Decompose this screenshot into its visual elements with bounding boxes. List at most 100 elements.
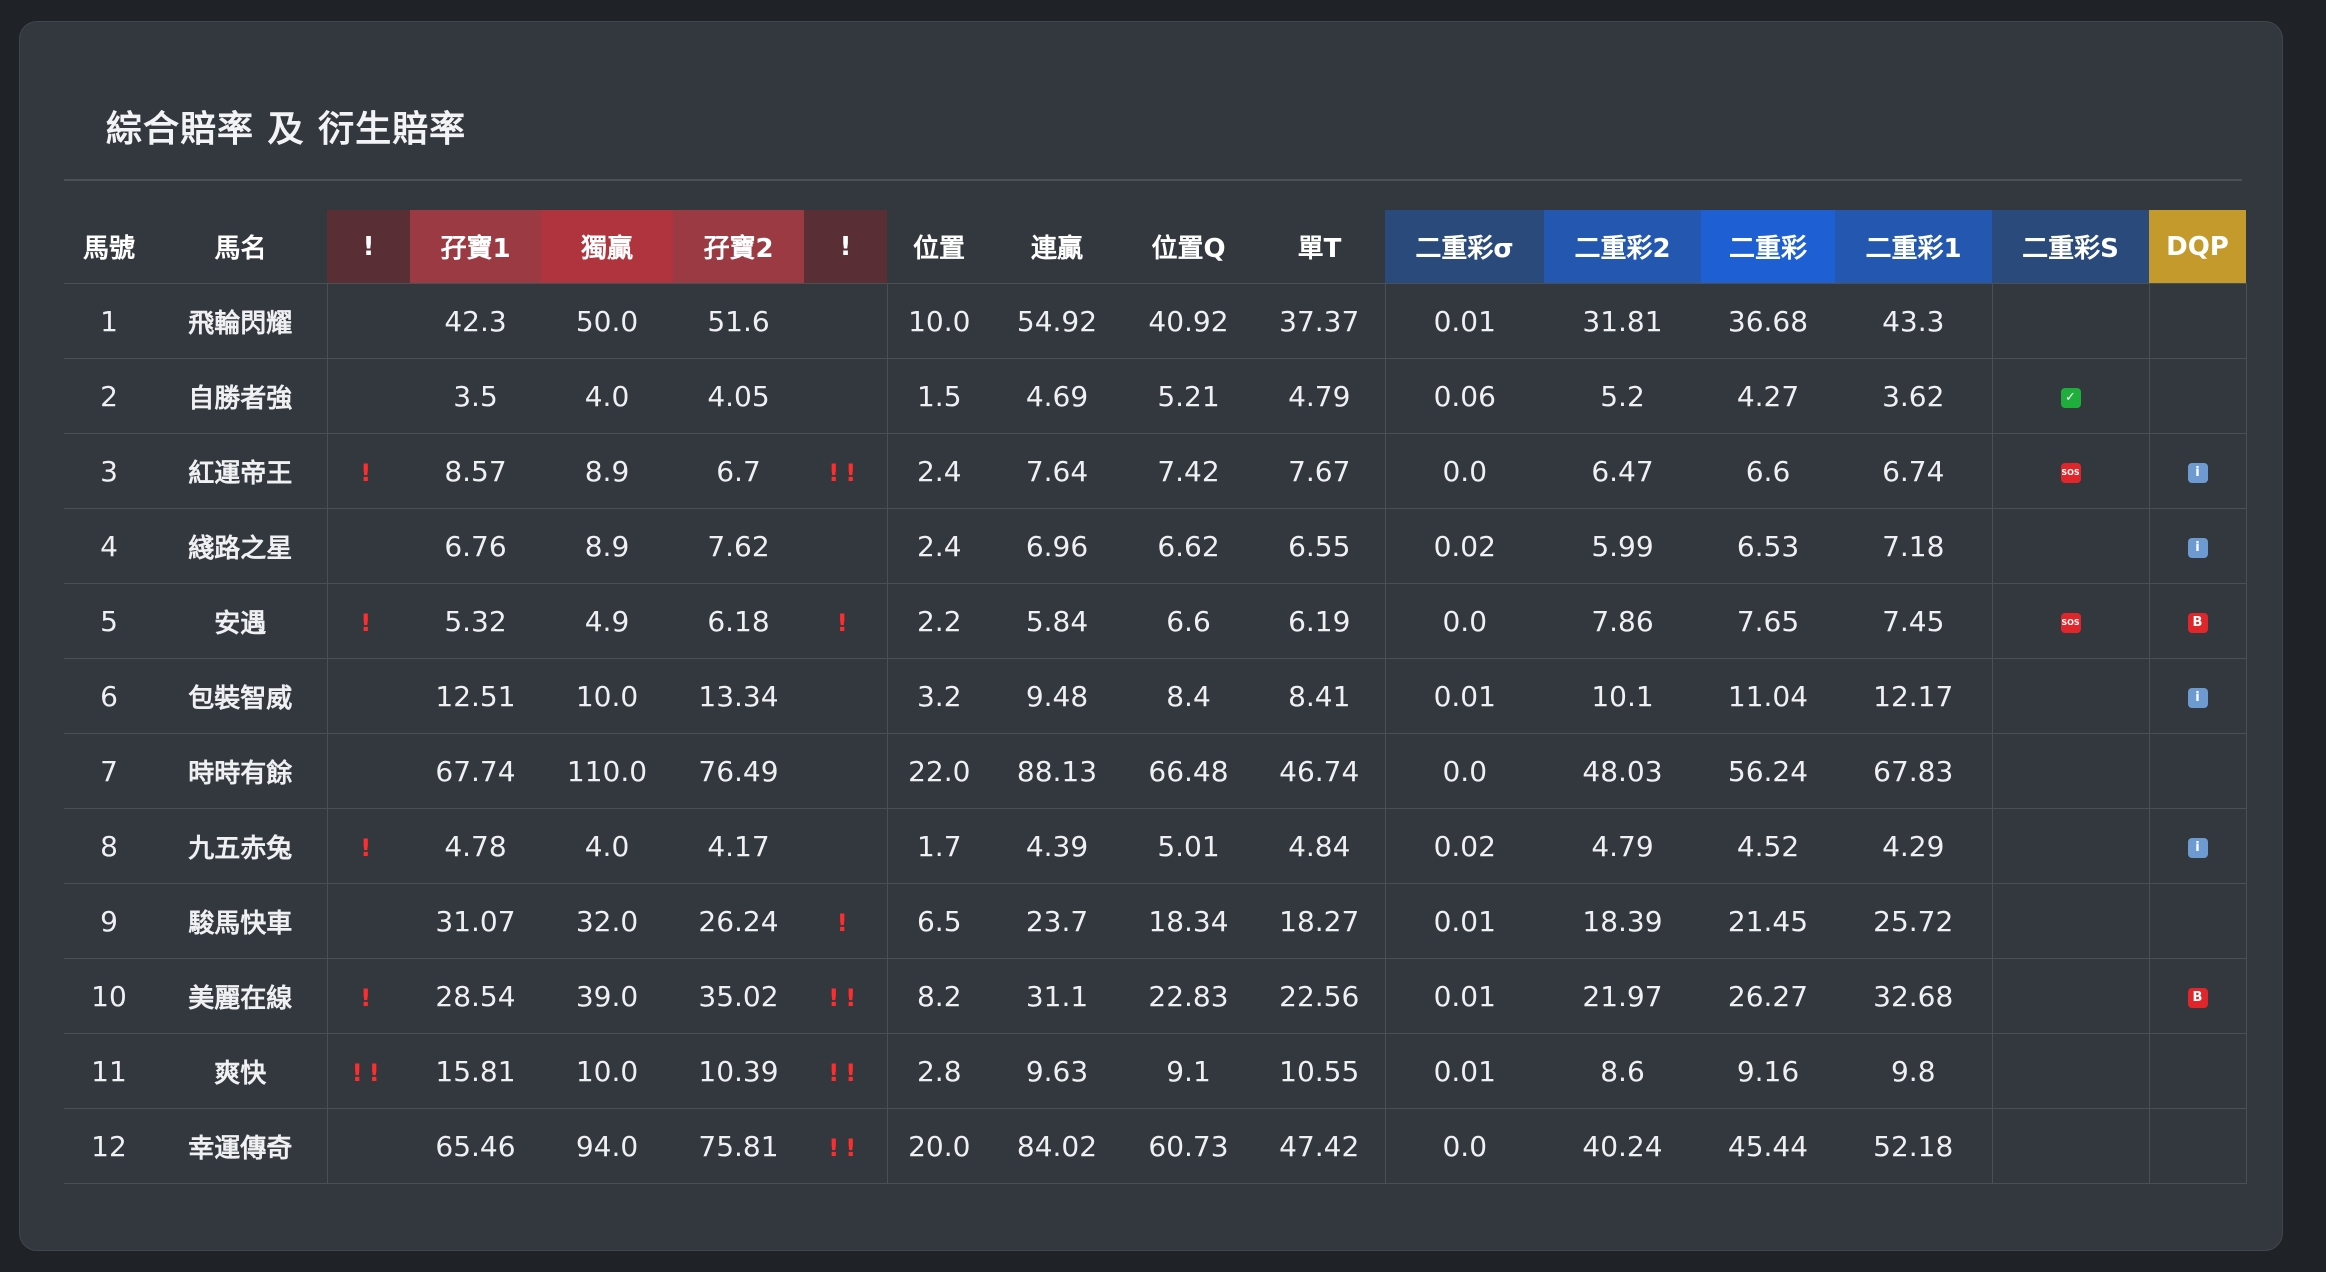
exacta-2-cell: 18.39: [1544, 883, 1701, 959]
single-t-cell: 10.55: [1254, 1033, 1386, 1109]
col-header-flag-1[interactable]: !: [327, 210, 410, 284]
table-row[interactable]: 1 飛輪閃耀 42.3 50.0 51.6 10.0 54.92 40.92 37.37 0.01…: [64, 283, 2247, 359]
exacta-s-cell: [1991, 508, 2150, 584]
table-row[interactable]: 9 駿馬快車 31.07 32.0 26.24! 6.5 23.7 18.34 18.27 0.0…: [64, 883, 2247, 959]
col-header-double-2[interactable]: 孖寶2: [673, 210, 804, 284]
col-header-dqp[interactable]: DQP: [2149, 210, 2246, 284]
exacta-1-cell: 43.3: [1835, 283, 1992, 359]
flag-cell: [327, 883, 410, 959]
exacta-cell: 6.53: [1701, 508, 1835, 584]
flag-cell: !!: [327, 1033, 410, 1109]
col-header-exacta-1[interactable]: 二重彩1: [1835, 210, 1992, 284]
dqp-cell: [2149, 283, 2247, 359]
dqp-cell: [2149, 883, 2247, 959]
flag-cell: [327, 358, 410, 434]
horse-no-cell: 10: [64, 958, 154, 1034]
double-2-cell: 35.02: [673, 958, 804, 1034]
exacta-sigma-cell: 0.01: [1385, 1033, 1544, 1109]
col-header-quinella[interactable]: 連贏: [991, 210, 1123, 284]
table-row[interactable]: 8 九五赤兔! 4.78 4.0 4.17 1.7 4.39 5.01 4.84 0.02 4.79…: [64, 808, 2247, 884]
exacta-1-cell: 25.72: [1835, 883, 1992, 959]
table-row[interactable]: 10 美麗在線! 28.54 39.0 35.02!! 8.2 31.1 22.83 22.56…: [64, 958, 2247, 1034]
exacta-cell: 11.04: [1701, 658, 1835, 734]
flag-cell: [327, 283, 410, 359]
dqp-cell: [2149, 1033, 2247, 1109]
double-2-cell: 6.7: [673, 433, 804, 509]
exacta-sigma-cell: 0.01: [1385, 883, 1544, 959]
table-row[interactable]: 2 自勝者強 3.5 4.0 4.05 1.5 4.69 5.21 4.79 0.06 5.2 4.2…: [64, 358, 2247, 434]
col-header-exacta-s[interactable]: 二重彩S: [1992, 210, 2149, 284]
place-cell: 2.2: [887, 583, 991, 659]
col-header-exacta[interactable]: 二重彩: [1701, 210, 1835, 284]
double-2-cell: 4.05: [673, 358, 804, 434]
exacta-1-cell: 52.18: [1835, 1108, 1992, 1184]
dqp-cell: [2149, 733, 2247, 809]
win-cell: 94.0: [541, 1108, 673, 1184]
table-header-row: 馬號 馬名 ! 孖寶1 獨贏 孖寶2 ! 位置 連贏 位置Q 單T 二重彩σ 二…: [64, 210, 2246, 284]
quinella-cell: 4.39: [991, 808, 1123, 884]
horse-name-cell: 美麗在線: [154, 958, 328, 1034]
col-header-quinella-place[interactable]: 位置Q: [1123, 210, 1254, 284]
warning-flag: !: [360, 983, 378, 1012]
col-header-exacta-sigma[interactable]: 二重彩σ: [1385, 210, 1544, 284]
place-cell: 8.2: [887, 958, 991, 1034]
quinella-cell: 23.7: [991, 883, 1123, 959]
exacta-2-cell: 31.81: [1544, 283, 1701, 359]
table-row[interactable]: 7 時時有餘 67.74 110.0 76.49 22.0 88.13 66.48 46.74 0…: [64, 733, 2247, 809]
col-header-flag-2[interactable]: !: [804, 210, 887, 284]
place-cell: 10.0: [887, 283, 991, 359]
table-row[interactable]: 12 幸運傳奇 65.46 94.0 75.81!! 20.0 84.02 60.73 47.4…: [64, 1108, 2247, 1184]
table-row[interactable]: 4 綫路之星 6.76 8.9 7.62 2.4 6.96 6.62 6.55 0.02 5.99 6…: [64, 508, 2247, 584]
win-cell: 4.0: [541, 808, 673, 884]
quinella-cell: 9.63: [991, 1033, 1123, 1109]
warning-flag: !!: [828, 1133, 863, 1162]
col-header-single-t[interactable]: 單T: [1254, 210, 1385, 284]
place-cell: 6.5: [887, 883, 991, 959]
table-row[interactable]: 5 安遇! 5.32 4.9 6.18! 2.2 5.84 6.6 6.19 0.0 7.86 7.6…: [64, 583, 2247, 659]
flag-cell: !: [327, 433, 410, 509]
exacta-cell: 45.44: [1701, 1108, 1835, 1184]
exacta-2-cell: 6.47: [1544, 433, 1701, 509]
exacta-1-cell: 7.45: [1835, 583, 1992, 659]
double-1-cell: 31.07: [410, 883, 541, 959]
exacta-s-cell: [1991, 658, 2150, 734]
table-row[interactable]: 11 爽快!! 15.81 10.0 10.39!! 2.8 9.63 9.1 10.55 0.0…: [64, 1033, 2247, 1109]
double-2-cell: 4.17: [673, 808, 804, 884]
exacta-1-cell: 7.18: [1835, 508, 1992, 584]
double-2-cell: 76.49: [673, 733, 804, 809]
dqp-cell: [2149, 1108, 2247, 1184]
exacta-sigma-cell: 0.01: [1385, 283, 1544, 359]
horse-no-cell: 4: [64, 508, 154, 584]
single-t-cell: 47.42: [1254, 1108, 1386, 1184]
double-2-cell: 6.18: [673, 583, 804, 659]
win-cell: 4.0: [541, 358, 673, 434]
warning-flag: !!: [828, 458, 863, 487]
exacta-2-cell: 5.99: [1544, 508, 1701, 584]
warning-flag: !!: [828, 1058, 863, 1087]
exacta-sigma-cell: 0.0: [1385, 733, 1544, 809]
horse-name-cell: 幸運傳奇: [154, 1108, 328, 1184]
place-cell: 2.8: [887, 1033, 991, 1109]
table-row[interactable]: 6 包裝智威 12.51 10.0 13.34 3.2 9.48 8.4 8.41 0.01 10.…: [64, 658, 2247, 734]
quinella-place-cell: 8.4: [1123, 658, 1254, 734]
single-t-cell: 8.41: [1254, 658, 1386, 734]
warning-flag: !: [360, 608, 378, 637]
col-header-horse-name[interactable]: 馬名: [154, 210, 327, 284]
flag-cell: [327, 658, 410, 734]
double-1-cell: 15.81: [410, 1033, 541, 1109]
quinella-cell: 31.1: [991, 958, 1123, 1034]
quinella-place-cell: 6.62: [1123, 508, 1254, 584]
horse-name-cell: 包裝智威: [154, 658, 328, 734]
warning-flag: !!: [828, 983, 863, 1012]
col-header-place[interactable]: 位置: [887, 210, 991, 284]
col-header-horse-no[interactable]: 馬號: [64, 210, 154, 284]
quinella-cell: 9.48: [991, 658, 1123, 734]
col-header-win[interactable]: 獨贏: [541, 210, 673, 284]
warning-flag: !!: [351, 1058, 386, 1087]
col-header-exacta-2[interactable]: 二重彩2: [1544, 210, 1701, 284]
exacta-cell: 26.27: [1701, 958, 1835, 1034]
table-row[interactable]: 3 紅運帝王! 8.57 8.9 6.7!! 2.4 7.64 7.42 7.67 0.0 6.47…: [64, 433, 2247, 509]
col-header-double-1[interactable]: 孖寶1: [410, 210, 541, 284]
exacta-2-cell: 48.03: [1544, 733, 1701, 809]
exacta-2-cell: 7.86: [1544, 583, 1701, 659]
